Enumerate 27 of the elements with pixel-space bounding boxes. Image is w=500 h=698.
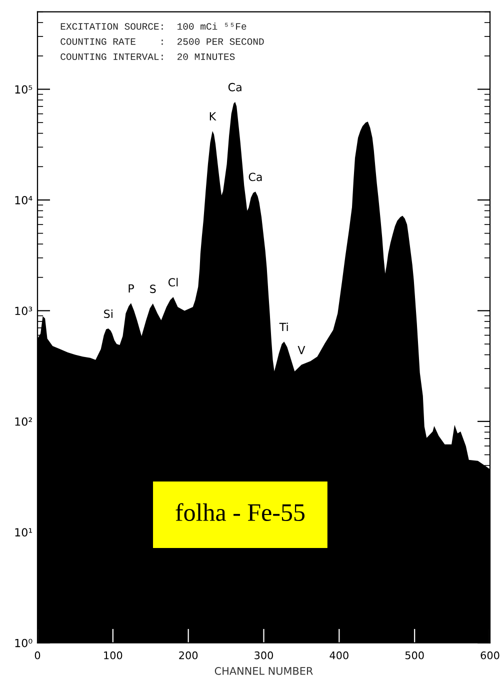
annotation: V	[298, 346, 306, 354]
annotation: Ca	[228, 82, 242, 92]
y-tick-label: 10⁵	[15, 85, 32, 94]
x-tick-label: 100	[104, 651, 122, 660]
annotation: Si	[104, 309, 112, 318]
y-tick-label: 10⁰	[15, 638, 32, 648]
annotation: EXCITATION SOURCE: 100 mCi ⁵⁵Fe	[60, 22, 246, 30]
x-tick-label: 400	[330, 651, 348, 660]
y-tick-label: 10¹	[15, 528, 32, 537]
y-tick-label: 10³	[15, 306, 32, 316]
x-tick-label: 300	[254, 651, 273, 660]
annotation: Ti	[279, 322, 288, 332]
annotation: COUNTING INTERVAL: 20 MINUTES	[60, 53, 235, 60]
x-tick-label: 500	[405, 651, 424, 660]
y-tick-label: 10⁴	[15, 196, 32, 204]
annotation: COUNTING RATE : 2500 PER SECOND	[60, 38, 264, 45]
text: folha - Fe-55	[176, 503, 305, 522]
x-tick-label: 200	[179, 651, 198, 660]
x-tick-label: 0	[34, 651, 40, 660]
annotation: P	[128, 284, 134, 293]
x-axis-title: CHANNEL NUMBER	[214, 667, 313, 675]
annotation: Cl	[168, 278, 178, 286]
y-tick-label: 10²	[15, 417, 32, 426]
x-tick-label: 600	[480, 651, 500, 660]
annotation: Ca	[248, 172, 262, 182]
annotation: K	[210, 112, 216, 120]
annotation: S	[150, 284, 156, 294]
